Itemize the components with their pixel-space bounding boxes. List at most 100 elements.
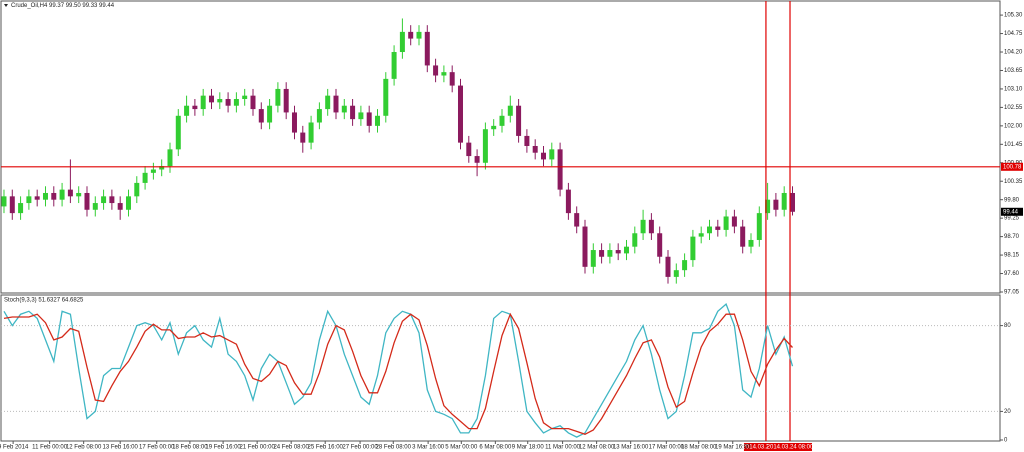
x-tick-label: 13 Feb 16:00 bbox=[102, 445, 138, 451]
candle-body bbox=[532, 145, 538, 153]
candle-body bbox=[623, 246, 629, 254]
stoch-line bbox=[3, 312, 793, 436]
candle-body bbox=[316, 109, 322, 123]
candle-body bbox=[391, 52, 397, 79]
x-tick-label: 27 Feb 00:00 bbox=[342, 445, 378, 451]
candle-body bbox=[748, 239, 754, 247]
candle-body bbox=[731, 216, 737, 227]
y-tick-label: 97.60 bbox=[1004, 271, 1020, 277]
candle-body bbox=[781, 192, 787, 210]
x-tick-label: 12 Mar 08:00 bbox=[579, 445, 615, 451]
time-label-box bbox=[743, 443, 788, 451]
time-label-box bbox=[768, 443, 813, 451]
x-tick-label: 24 Feb 08:00 bbox=[273, 445, 309, 451]
candle-body bbox=[698, 233, 704, 237]
candle-body bbox=[325, 95, 331, 110]
candle-body bbox=[125, 196, 131, 210]
candle-body bbox=[665, 256, 671, 277]
x-tick-label: 21 Feb 00:00 bbox=[239, 445, 275, 451]
candle-body bbox=[615, 250, 621, 254]
candle-body bbox=[690, 236, 696, 261]
x-tick-label: 9 Mar 18:00 bbox=[512, 445, 545, 451]
candle-body bbox=[582, 226, 588, 267]
candle-body bbox=[648, 219, 654, 234]
candle-body bbox=[408, 31, 414, 39]
candle-body bbox=[715, 226, 721, 230]
candle-body bbox=[640, 219, 646, 234]
stoch-panel bbox=[0, 294, 1001, 442]
candle-body bbox=[756, 213, 762, 240]
x-tick-label: 18 Feb 08:00 bbox=[172, 445, 208, 451]
candle-body bbox=[134, 182, 140, 197]
candle-body bbox=[723, 216, 729, 230]
candle-body bbox=[283, 88, 289, 113]
vline-time-label: 2014.03.21 08:00 bbox=[743, 445, 790, 451]
candle-body bbox=[374, 115, 380, 126]
candle-body bbox=[549, 149, 555, 160]
candle-body bbox=[9, 196, 15, 214]
y-tick-label: 80 bbox=[1004, 323, 1011, 329]
candle-body bbox=[34, 196, 40, 200]
candle-body bbox=[350, 105, 356, 120]
candle-body bbox=[225, 99, 231, 106]
last-price-box bbox=[1001, 207, 1023, 216]
candle-body bbox=[250, 95, 256, 110]
candle-body bbox=[291, 112, 297, 133]
candle-body bbox=[673, 270, 679, 277]
candle-body bbox=[109, 196, 115, 204]
candle-body bbox=[300, 132, 306, 143]
candle-body bbox=[67, 189, 73, 197]
y-tick-label: 101.45 bbox=[1004, 142, 1023, 148]
candle-body bbox=[159, 166, 165, 170]
candle-body bbox=[765, 199, 771, 214]
candle-body bbox=[366, 112, 372, 126]
candle-body bbox=[773, 199, 779, 210]
x-tick-label: 5 Mar 00:00 bbox=[445, 445, 478, 451]
y-tick-label: 104.75 bbox=[1004, 31, 1023, 37]
candle-body bbox=[449, 72, 455, 86]
candle-body bbox=[117, 203, 123, 210]
y-tick-label: 20 bbox=[1004, 409, 1011, 415]
y-tick-label: 99.80 bbox=[1004, 197, 1020, 203]
indicator-title: Stoch(9,3,3) 51.6327 64.6825 bbox=[4, 298, 84, 304]
x-tick-label: 18 Mar 08:00 bbox=[681, 445, 717, 451]
candle-body bbox=[92, 203, 98, 210]
y-tick-label: 99.25 bbox=[1004, 216, 1020, 222]
candle-body bbox=[682, 260, 688, 271]
candle-body bbox=[524, 135, 530, 146]
candle-body bbox=[150, 169, 156, 173]
candle-body bbox=[76, 192, 82, 197]
candle-body bbox=[441, 72, 447, 76]
candle-body bbox=[208, 95, 214, 103]
candle-body bbox=[565, 189, 571, 214]
candle-body bbox=[341, 105, 347, 113]
y-tick-label: 98.70 bbox=[1004, 234, 1020, 240]
candle-body bbox=[416, 31, 422, 39]
candle-body bbox=[42, 192, 48, 200]
y-tick-label: 105.30 bbox=[1004, 13, 1023, 19]
symbol-title: Crude_Oil,H4 99.37 99.50 99.33 99.44 bbox=[11, 3, 115, 9]
y-tick-label: 103.65 bbox=[1004, 68, 1023, 74]
candle-body bbox=[599, 250, 605, 257]
candle-body bbox=[200, 95, 206, 110]
candle-body bbox=[482, 129, 488, 163]
candle-body bbox=[516, 105, 522, 136]
candle-body bbox=[466, 142, 472, 157]
price-panel bbox=[0, 0, 1001, 294]
candle-body bbox=[217, 99, 223, 103]
x-tick-label: 17 Feb 00:00 bbox=[139, 445, 175, 451]
x-tick-label: 17 Mar 00:00 bbox=[649, 445, 685, 451]
candle-body bbox=[167, 149, 173, 167]
y-tick-label: 102.00 bbox=[1004, 123, 1023, 129]
candle-body bbox=[1, 196, 7, 207]
x-tick-label: 28 Feb 08:00 bbox=[376, 445, 412, 451]
candle-body bbox=[590, 250, 596, 267]
candle-body bbox=[51, 192, 57, 200]
x-tick-label: 25 Feb 16:00 bbox=[308, 445, 344, 451]
candle-body bbox=[706, 226, 712, 234]
candle-body bbox=[740, 226, 746, 247]
y-tick-label: 98.15 bbox=[1004, 253, 1020, 259]
candle-body bbox=[632, 233, 638, 247]
